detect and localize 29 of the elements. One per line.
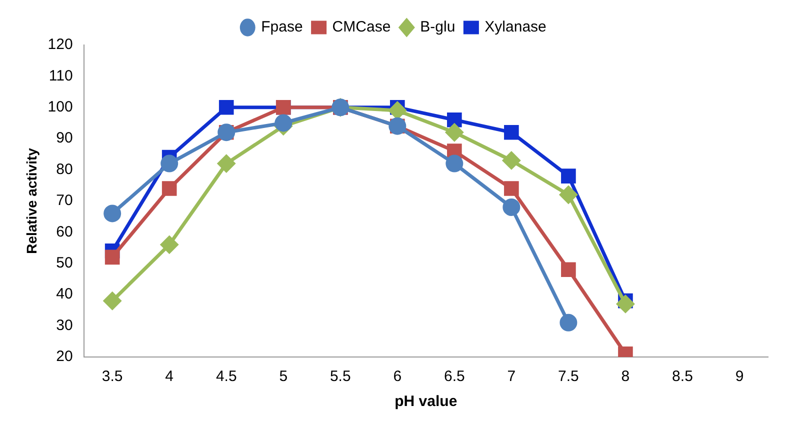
y-tick-label: 80: [56, 160, 73, 178]
legend-label: Fpase: [261, 18, 303, 36]
y-tick-label: 120: [48, 36, 73, 54]
y-tick-label: 100: [48, 98, 73, 116]
y-tick-label: 30: [56, 316, 73, 334]
x-tick-label: 8.5: [672, 368, 693, 386]
x-tick-label: 7: [507, 368, 516, 386]
x-tick-label: 5: [279, 368, 288, 386]
y-tick-label: 70: [56, 192, 73, 210]
legend-label: CMCase: [332, 18, 391, 36]
x-tick-label: 9: [735, 368, 744, 386]
x-tick-label: 4.5: [216, 368, 237, 386]
x-tick-label: 6.5: [444, 368, 465, 386]
y-tick-label: 50: [56, 254, 73, 272]
legend-label: Xylanase: [484, 18, 546, 36]
y-tick-label: 110: [48, 67, 73, 84]
y-axis-title: Relative activity: [23, 148, 40, 254]
x-tick-label: 8: [621, 368, 630, 386]
x-tick-label: 7.5: [558, 368, 579, 386]
x-tick-label: 5.5: [330, 368, 351, 386]
x-tick-label: 3.5: [102, 368, 123, 386]
x-tick-label: 6: [393, 368, 402, 386]
y-tick-label: 40: [56, 286, 73, 303]
x-tick-label: 4: [165, 368, 174, 386]
y-tick-label: 60: [56, 223, 73, 240]
x-axis-title: pH value: [394, 393, 458, 410]
y-tick-label: 20: [56, 348, 73, 366]
y-tick-label: 90: [56, 130, 73, 147]
legend-label: B-glu: [420, 18, 456, 36]
